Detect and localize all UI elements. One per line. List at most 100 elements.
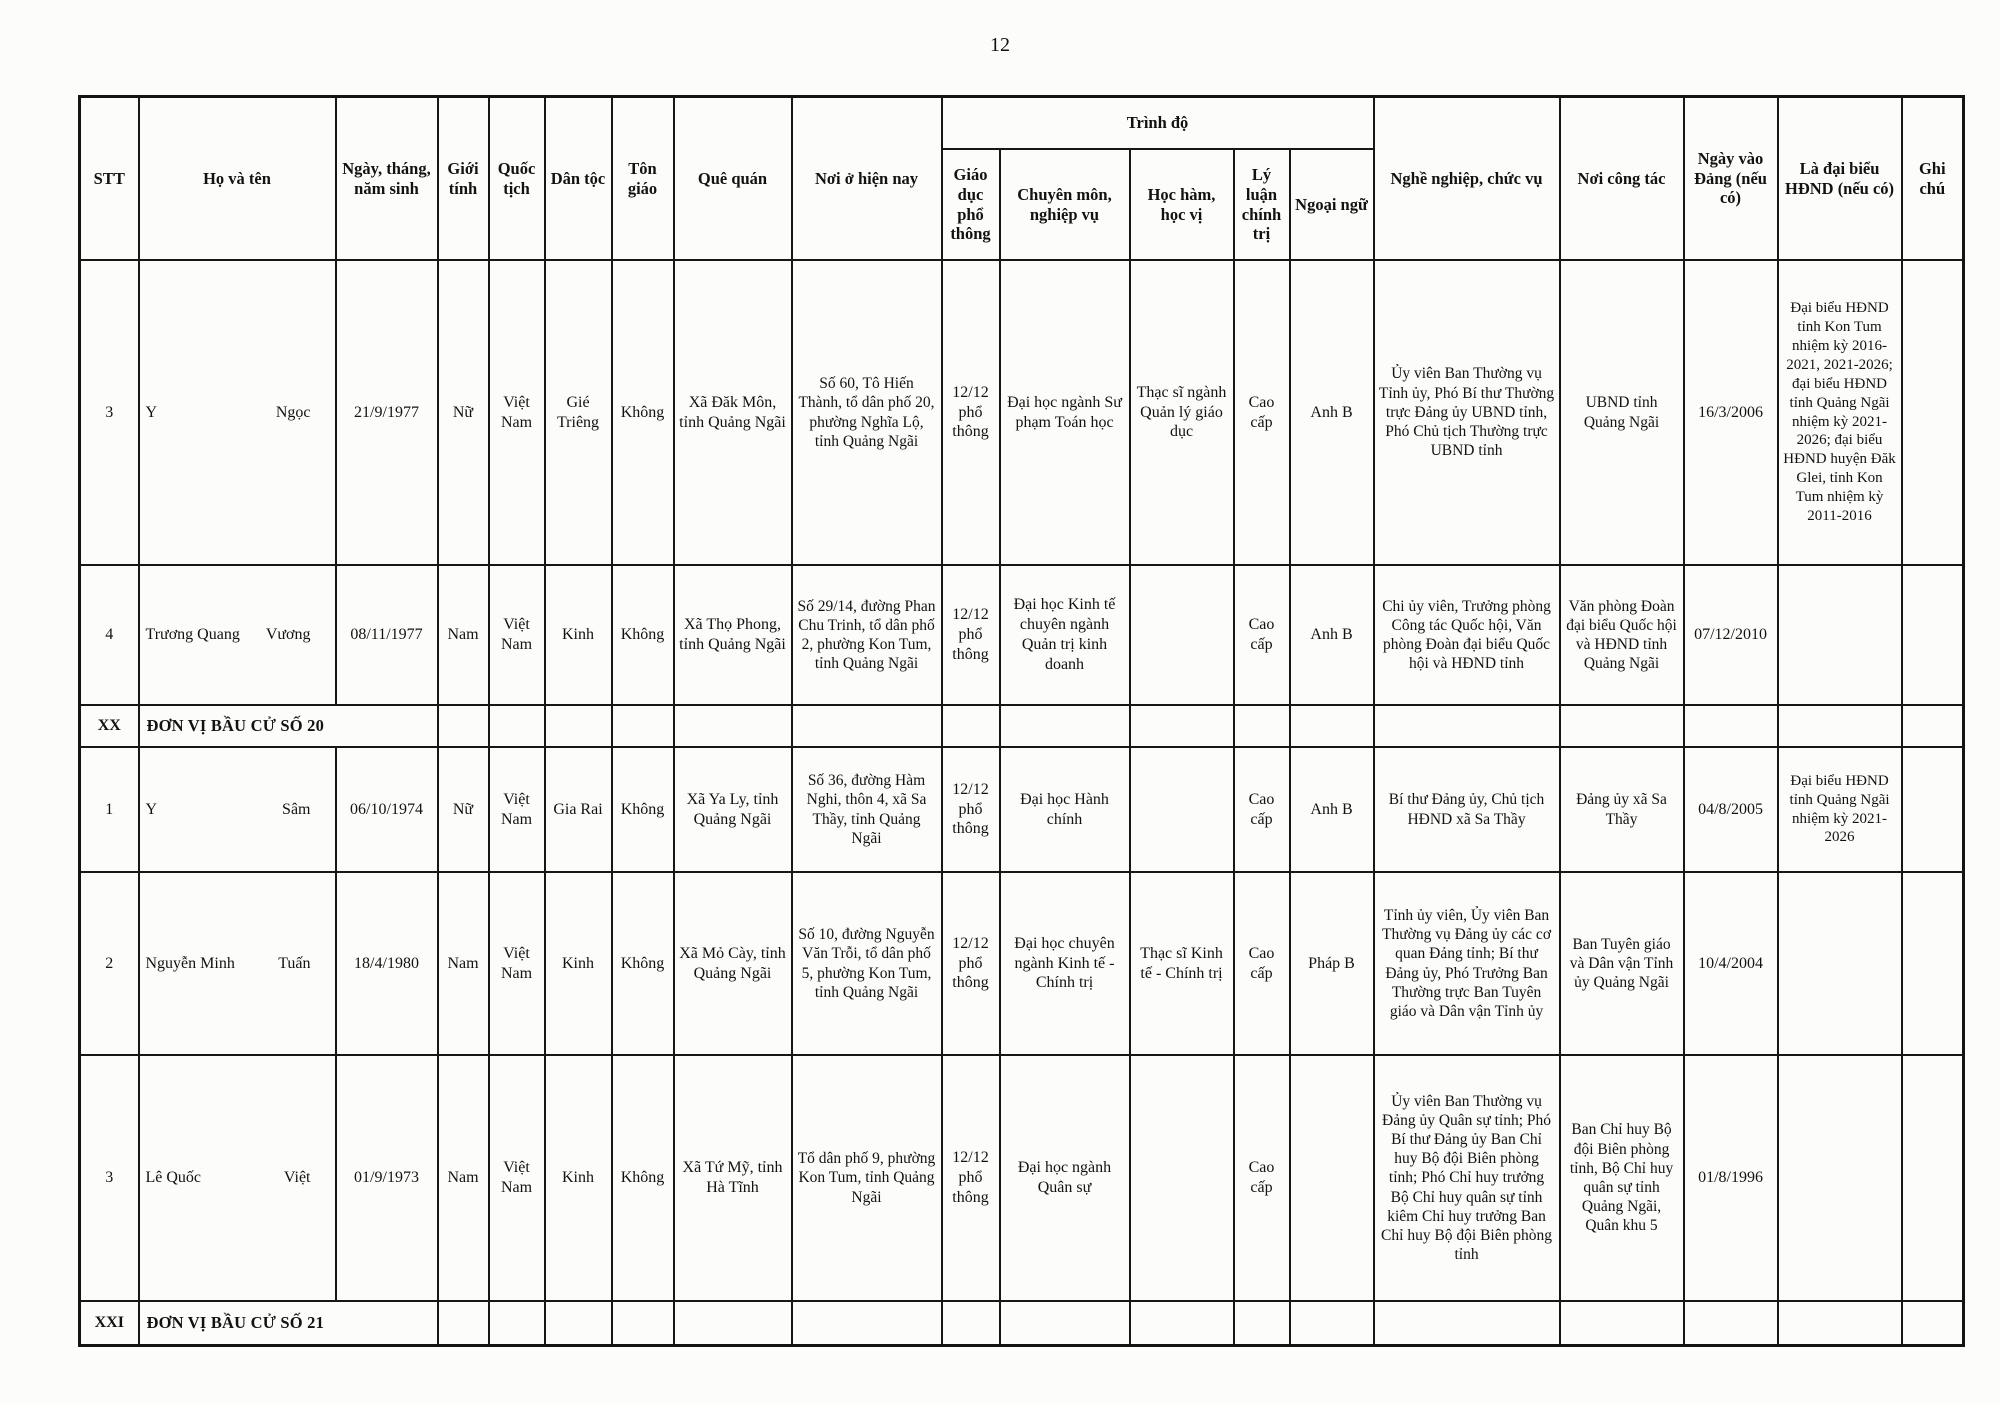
col-header-party-date: Ngày vào Đảng (nếu có) bbox=[1682, 95, 1779, 261]
col-header-ethnicity: Dân tộc bbox=[543, 95, 613, 261]
cell-professional-empty bbox=[998, 704, 1131, 748]
cell-nationality: Việt Nam bbox=[487, 746, 546, 873]
col-header-political-theory: Lý luận chính trị bbox=[1232, 148, 1291, 261]
cell-hometown-empty bbox=[672, 1300, 793, 1346]
col-header-workplace: Nơi công tác bbox=[1558, 95, 1685, 261]
col-header-occupation: Nghề nghiệp, chức vụ bbox=[1372, 95, 1561, 261]
given-name: Tuấn bbox=[278, 954, 311, 972]
cell-language-empty bbox=[1288, 1300, 1375, 1346]
cell-stt: 3 bbox=[78, 259, 140, 566]
cell-party_date: 07/12/2010 bbox=[1682, 564, 1779, 706]
header-row-2: Giáo dục phổ thông Chuyên môn, nghiệp vụ… bbox=[80, 148, 1964, 261]
table-header: STT Họ và tên Ngày, tháng, năm sinh Giới… bbox=[78, 95, 1965, 261]
cell-education-empty bbox=[940, 1300, 1001, 1346]
cell-workplace: Ban Chỉ huy Bộ đội Biên phòng tỉnh, Bộ C… bbox=[1558, 1054, 1685, 1302]
cell-deputy bbox=[1776, 1054, 1903, 1302]
cell-language: Pháp B bbox=[1288, 871, 1375, 1056]
cell-religion: Không bbox=[610, 1054, 675, 1302]
cell-party_date-empty bbox=[1682, 1300, 1779, 1346]
col-header-religion: Tôn giáo bbox=[610, 95, 675, 261]
cell-education: 12/12 phổ thông bbox=[940, 259, 1001, 566]
cell-education: 12/12 phổ thông bbox=[940, 746, 1001, 873]
family-name: Trương Quang bbox=[145, 626, 240, 644]
cell-gender: Nữ bbox=[436, 746, 490, 873]
cell-stt: 1 bbox=[78, 746, 140, 873]
cell-deputy bbox=[1776, 564, 1903, 706]
cell-dob: 06/10/1974 bbox=[334, 746, 439, 873]
full-name: Trương Quang Vương bbox=[140, 625, 335, 645]
cell-religion: Không bbox=[610, 746, 675, 873]
col-header-deputy: Là đại biểu HĐND (nếu có) bbox=[1776, 95, 1903, 261]
table-row: 3 Y Ngọc 21/9/1977 Nữ Việt Nam Gié Triêng Không… bbox=[78, 259, 1965, 566]
family-name: Lê Quốc bbox=[145, 1169, 202, 1187]
cell-residence-empty bbox=[790, 704, 943, 748]
full-name: Y Sâm bbox=[140, 800, 335, 820]
cell-occupation-empty bbox=[1372, 704, 1561, 748]
cell-party_date: 16/3/2006 bbox=[1682, 259, 1779, 566]
table-row: 3 Lê Quốc Việt 01/9/1973 Nam Việt Nam Kinh Khôn… bbox=[78, 1054, 1965, 1302]
section-row: XX ĐƠN VỊ BẦU CỬ SỐ 20 bbox=[78, 704, 1965, 748]
given-name: Vương bbox=[265, 626, 311, 644]
cell-gender-empty bbox=[436, 704, 490, 748]
cell-party_date: 04/8/2005 bbox=[1682, 746, 1779, 873]
cell-note-empty bbox=[1900, 704, 1965, 748]
col-header-foreign-language: Ngoại ngữ bbox=[1288, 148, 1375, 261]
cell-dob: 01/9/1973 bbox=[334, 1054, 439, 1302]
cell-name: Y Sâm bbox=[137, 746, 337, 873]
cell-academic-empty bbox=[1128, 1300, 1235, 1346]
cell-professional: Đại học Kinh tế chuyên ngành Quản trị ki… bbox=[998, 564, 1131, 706]
cell-ethnicity-empty bbox=[543, 1300, 613, 1346]
col-header-stt: STT bbox=[78, 95, 140, 261]
cell-language: Anh B bbox=[1288, 259, 1375, 566]
cell-party_date: 01/8/1996 bbox=[1682, 1054, 1779, 1302]
cell-residence: Số 29/14, đường Phan Chu Trinh, tổ dân p… bbox=[790, 564, 943, 706]
cell-education: 12/12 phổ thông bbox=[940, 1054, 1001, 1302]
family-name: Y bbox=[145, 800, 158, 818]
col-header-qualification-group: Trình độ bbox=[940, 95, 1375, 150]
cell-workplace-empty bbox=[1558, 704, 1685, 748]
cell-religion: Không bbox=[610, 564, 675, 706]
section-row: XXI ĐƠN VỊ BẦU CỬ SỐ 21 bbox=[78, 1300, 1965, 1346]
cell-dob: 21/9/1977 bbox=[334, 259, 439, 566]
cell-ethnicity: Kinh bbox=[543, 871, 613, 1056]
full-name: Nguyễn Minh Tuấn bbox=[140, 954, 335, 974]
cell-gender: Nam bbox=[436, 871, 490, 1056]
section-label: ĐƠN VỊ BẦU CỬ SỐ 21 bbox=[137, 1300, 439, 1346]
cell-workplace: Văn phòng Đoàn đại biểu Quốc hội và HĐND… bbox=[1558, 564, 1685, 706]
cell-politics: Cao cấp bbox=[1232, 1054, 1291, 1302]
cell-deputy-empty bbox=[1776, 704, 1903, 748]
cell-hometown-empty bbox=[672, 704, 793, 748]
cell-stt: 3 bbox=[78, 1054, 140, 1302]
cell-nationality-empty bbox=[487, 1300, 546, 1346]
cell-education: 12/12 phổ thông bbox=[940, 871, 1001, 1056]
cell-ethnicity: Gié Triêng bbox=[543, 259, 613, 566]
cell-language: Anh B bbox=[1288, 746, 1375, 873]
cell-professional: Đại học chuyên ngành Kinh tế - Chính trị bbox=[998, 871, 1131, 1056]
cell-professional: Đại học ngành Sư phạm Toán học bbox=[998, 259, 1131, 566]
full-name: Lê Quốc Việt bbox=[140, 1168, 335, 1188]
col-header-nationality: Quốc tịch bbox=[487, 95, 546, 261]
table-body: 3 Y Ngọc 21/9/1977 Nữ Việt Nam Gié Triêng Không… bbox=[78, 259, 1965, 1346]
cell-academic: Thạc sĩ ngành Quản lý giáo dục bbox=[1128, 259, 1235, 566]
col-header-note: Ghi chú bbox=[1900, 95, 1965, 261]
cell-occupation-empty bbox=[1372, 1300, 1561, 1346]
cell-occupation: Bí thư Đảng ủy, Chủ tịch HĐND xã Sa Thầy bbox=[1372, 746, 1561, 873]
col-header-general-education: Giáo dục phổ thông bbox=[940, 148, 1001, 261]
cell-deputy: Đại biểu HĐND tỉnh Kon Tum nhiệm kỳ 2016… bbox=[1776, 259, 1903, 566]
cell-dob: 08/11/1977 bbox=[334, 564, 439, 706]
cell-name: Y Ngọc bbox=[137, 259, 337, 566]
cell-deputy: Đại biểu HĐND tỉnh Quảng Ngãi nhiệm kỳ 2… bbox=[1776, 746, 1903, 873]
given-name: Sâm bbox=[282, 800, 311, 818]
cell-hometown: Xã Ya Ly, tỉnh Quảng Ngãi bbox=[672, 746, 793, 873]
cell-ethnicity-empty bbox=[543, 704, 613, 748]
cell-dob: 18/4/1980 bbox=[334, 871, 439, 1056]
cell-religion: Không bbox=[610, 259, 675, 566]
cell-residence: Số 60, Tô Hiến Thành, tổ dân phố 20, phư… bbox=[790, 259, 943, 566]
cell-professional: Đại học Hành chính bbox=[998, 746, 1131, 873]
cell-language-empty bbox=[1288, 704, 1375, 748]
given-name: Việt bbox=[283, 1169, 311, 1187]
cell-academic bbox=[1128, 564, 1235, 706]
cell-politics-empty bbox=[1232, 1300, 1291, 1346]
cell-section-stt: XX bbox=[78, 704, 140, 748]
